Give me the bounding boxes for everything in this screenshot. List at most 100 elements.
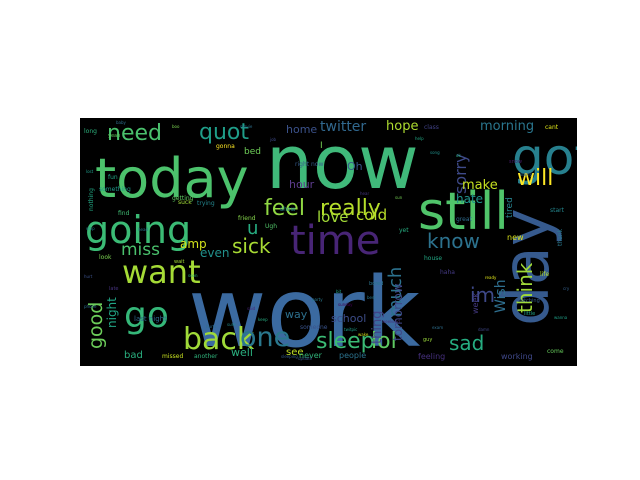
- word-class: class: [424, 124, 439, 131]
- word-getting: getting: [172, 195, 194, 202]
- word-another: another: [194, 353, 218, 360]
- word-sure: sure: [227, 322, 236, 327]
- word-want: want: [122, 253, 201, 291]
- word-tired: tired: [505, 197, 515, 218]
- word-start: start: [550, 207, 565, 214]
- word-oh: Oh: [347, 160, 363, 173]
- word-little: little: [524, 311, 535, 317]
- word-amp: amp: [180, 237, 207, 251]
- word-today: today: [95, 147, 249, 210]
- word-wake: wake: [358, 332, 369, 337]
- word-make: make: [462, 178, 498, 193]
- word-lol: lol: [371, 329, 397, 354]
- word-people: people: [339, 351, 366, 360]
- word-know: know: [427, 229, 480, 253]
- word-ugh: Ugh: [265, 223, 277, 230]
- word-love: love: [317, 208, 348, 226]
- word-head: head: [138, 227, 148, 232]
- word-going: going: [85, 208, 191, 252]
- word-life: life: [540, 271, 549, 278]
- word-watching: watching: [517, 298, 540, 304]
- word-bit: bit: [336, 289, 342, 294]
- word-tomorrow: tomorrow: [391, 283, 405, 341]
- word-right-now: right now: [295, 161, 323, 168]
- word-wish: Wish: [493, 279, 509, 313]
- word-yet: yet: [399, 227, 409, 234]
- word-much: much: [385, 267, 406, 317]
- word-gonna: gonna: [216, 143, 235, 150]
- word-keep: keep: [258, 317, 268, 322]
- word-back: back: [183, 322, 255, 357]
- word-early: early: [520, 172, 533, 178]
- word-find: find: [118, 210, 130, 217]
- word-house: house: [424, 255, 442, 262]
- word-still: still: [418, 182, 509, 242]
- word-will: will: [517, 166, 553, 191]
- word-soon: soon: [188, 273, 198, 278]
- word-snow: snow: [509, 159, 522, 165]
- word-something: something: [99, 186, 131, 193]
- word-good: good: [85, 302, 107, 349]
- word-party: party: [312, 297, 323, 302]
- word-go: go: [124, 295, 169, 336]
- word-twitter: twitter: [320, 119, 366, 135]
- word-said: said: [247, 306, 256, 311]
- word-thank: thank: [557, 228, 564, 246]
- word-u: u: [247, 218, 258, 239]
- word-night: night: [105, 297, 119, 328]
- word-morning: morning: [480, 119, 534, 134]
- word-working: working: [501, 352, 533, 361]
- word-hour: hour: [289, 178, 315, 191]
- word-late: late: [109, 286, 119, 292]
- word-haha: haha: [440, 269, 455, 276]
- word-bed: bed: [244, 147, 261, 157]
- word-suck: suck: [178, 199, 192, 206]
- word-show: show: [280, 206, 296, 213]
- word-stop: stop: [86, 226, 95, 231]
- word-ready: ready: [485, 275, 497, 280]
- word-bad: bad: [124, 350, 143, 361]
- word-new: new: [507, 233, 524, 242]
- word-cant: cant: [545, 124, 559, 131]
- word-hope: hope: [386, 119, 418, 134]
- word-think: think: [513, 262, 537, 313]
- word-sun: sun: [395, 195, 403, 200]
- word-cloud: worknowtodaydaygotstillgoingtimewantgoba…: [80, 118, 577, 366]
- word-home: home: [286, 123, 317, 136]
- word-great: great: [456, 216, 473, 223]
- word-school: school: [331, 312, 366, 325]
- word-never: never: [299, 351, 323, 360]
- word-last-night: last night: [134, 315, 167, 323]
- word-wanna: wanna: [554, 315, 568, 320]
- word-miss: miss: [121, 240, 160, 260]
- word-well: well: [231, 346, 253, 359]
- word-really: really: [320, 196, 381, 221]
- word-cloud-canvas: worknowtodaydaygotstillgoingtimewantgoba…: [84, 119, 577, 366]
- word-week: week: [471, 293, 480, 314]
- word-long: long: [84, 128, 97, 135]
- word-hear: hear: [360, 191, 369, 196]
- word-work: work: [188, 257, 421, 366]
- word-feeling: feeling: [418, 352, 445, 361]
- word-friend: friend: [238, 215, 256, 222]
- word-song: song: [430, 150, 440, 155]
- word-nothing: nothing: [88, 188, 95, 211]
- word-one: one: [240, 322, 290, 353]
- word-look: look: [99, 254, 112, 261]
- word-feel: feel: [264, 196, 305, 221]
- word-hurt: hurt: [84, 274, 93, 279]
- word-quot: quot: [199, 120, 249, 145]
- word-sleep: sleep: [316, 329, 375, 354]
- word-best: best: [367, 295, 376, 300]
- word-need: need: [107, 121, 162, 146]
- word-sunday: sunday: [338, 302, 353, 307]
- word-sick: sick: [232, 234, 271, 258]
- word-damn: damn: [478, 327, 490, 332]
- word-phone: phone: [84, 304, 97, 309]
- word-got: got: [512, 128, 577, 186]
- word-thing: thing: [370, 311, 385, 344]
- word-ok: ok: [456, 153, 461, 158]
- word-update: update: [298, 356, 313, 361]
- word-lost: lost: [86, 169, 94, 174]
- word-im: im: [470, 283, 495, 307]
